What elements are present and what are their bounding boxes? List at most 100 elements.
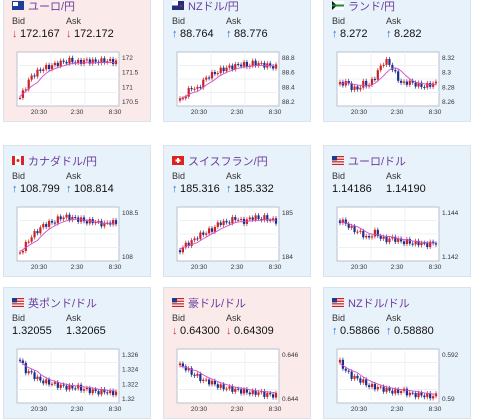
- rate-card[interactable]: カナダドル/円 Bid Ask ↑ 108.799 ↑ 108.814 108.5 108 20:…: [3, 145, 151, 277]
- rate-card[interactable]: NZドル/円 Bid Ask ↑ 88.764 ↑ 88.776 88.8 88.6 88.4 88…: [163, 0, 311, 122]
- candle-body: [62, 217, 65, 220]
- candle-body: [193, 238, 196, 241]
- x-tick-label: 20:30: [191, 109, 208, 116]
- candle-body: [27, 241, 30, 243]
- candle-body: [350, 226, 353, 228]
- candle-body: [362, 379, 365, 383]
- candle-body: [184, 366, 187, 371]
- candle-body: [91, 59, 94, 64]
- y-tick-label: 88.2: [282, 99, 295, 106]
- candle-body: [39, 69, 42, 71]
- candle-body: [234, 64, 237, 70]
- candle-body: [254, 215, 257, 220]
- candle-body: [178, 250, 182, 253]
- moving-average-line: [339, 67, 437, 87]
- candle-body: [245, 389, 249, 393]
- ask-arrow: ↑: [226, 183, 232, 195]
- rate-card[interactable]: スイスフラン/円 Bid Ask ↑ 185.316 ↑ 185.332 185 184 20:3…: [163, 145, 311, 277]
- candle-body: [260, 62, 263, 64]
- candle-body: [68, 385, 71, 390]
- y-tick-label: 8.32: [442, 55, 455, 62]
- rate-card[interactable]: 豪ドル/ドル Bid Ask ↓ 0.64300 ↓ 0.64309 0.646 0.644 20…: [163, 287, 311, 419]
- rate-card[interactable]: ユーロ/円 Bid Ask ↓ 172.167 ↓ 172.172 172 171.5 171 17…: [3, 0, 151, 122]
- currency-pair-link[interactable]: ユーロ/円: [28, 1, 76, 13]
- candle-body: [77, 384, 80, 389]
- mini-price-chart: 108.5 108 20:30 2:30 8:30: [16, 206, 139, 271]
- currency-pair-link[interactable]: ユーロ/ドル: [348, 156, 407, 168]
- candle-body: [213, 226, 217, 232]
- candle-body: [77, 59, 80, 63]
- candle-body: [271, 218, 275, 221]
- bid-label: Bid: [172, 16, 186, 26]
- candle-body: [426, 83, 429, 88]
- flag-ca-icon: [12, 156, 24, 165]
- candle-body: [100, 58, 103, 64]
- candle-body: [257, 215, 260, 220]
- rate-card[interactable]: ユーロ/ドル Bid Ask 1.14186 1.14190 1.144 1.142 20:3…: [323, 145, 471, 277]
- candle-body: [423, 242, 426, 244]
- candle-body: [178, 98, 182, 101]
- candle-body: [36, 69, 39, 77]
- candle-body: [237, 388, 240, 390]
- candle-body: [109, 58, 112, 62]
- currency-pair-link[interactable]: スイスフラン/円: [188, 156, 268, 168]
- x-tick-label: 8:30: [269, 264, 282, 271]
- flag-nz-icon: [172, 1, 184, 10]
- currency-pair-link[interactable]: カナダドル/円: [28, 156, 98, 168]
- currency-pair-link[interactable]: 豪ドル/ドル: [188, 298, 247, 310]
- rate-card[interactable]: NZドル/ドル Bid Ask ↑ 0.58866 ↑ 0.58880 0.592 0.59 20…: [323, 287, 471, 419]
- candle-body: [50, 220, 54, 223]
- candle-body: [94, 221, 97, 224]
- y-tick-label: 1.32: [122, 396, 135, 403]
- candle-body: [353, 226, 356, 233]
- candle-body: [33, 372, 36, 380]
- candle-body: [33, 75, 36, 77]
- candle-body: [210, 228, 214, 232]
- candle-body: [388, 387, 391, 391]
- ask-value: 108.814: [74, 183, 114, 195]
- bid-value: 88.764: [180, 28, 214, 40]
- candle-body: [196, 238, 199, 240]
- candle-body: [71, 216, 74, 221]
- x-tick-label: 2:30: [71, 264, 84, 271]
- candle-body: [251, 390, 254, 395]
- candle-body: [216, 384, 219, 388]
- candle-body: [353, 375, 356, 379]
- y-tick-label: 1.144: [442, 210, 459, 217]
- candle-body: [39, 376, 42, 381]
- candle-body: [242, 61, 246, 67]
- candle-body: [193, 374, 196, 376]
- candle-body: [394, 69, 397, 72]
- rate-card[interactable]: 英ポンド/ドル Bid Ask 1.32055 1.32065 1.326 1.324 1.3…: [3, 287, 151, 419]
- currency-pair-link[interactable]: ランド/円: [348, 1, 396, 13]
- candle-body: [237, 64, 240, 66]
- candle-body: [242, 389, 246, 394]
- candle-body: [82, 389, 86, 391]
- candle-body: [222, 220, 225, 226]
- y-tick-label: 185: [282, 210, 293, 217]
- candle-body: [417, 240, 420, 246]
- candle-body: [347, 370, 350, 372]
- bid-label: Bid: [12, 16, 26, 26]
- candle-body: [274, 218, 278, 224]
- moving-average-line: [339, 363, 437, 395]
- ask-label: Ask: [386, 313, 402, 323]
- rate-card[interactable]: ランド/円 Bid Ask ↑ 8.272 ↑ 8.282 8.32 8.3 8.28 8.26 20…: [323, 0, 471, 122]
- candle-body: [397, 238, 400, 242]
- currency-pair-link[interactable]: NZドル/ドル: [348, 298, 410, 310]
- y-tick-label: 108: [122, 254, 133, 261]
- candle-body: [426, 393, 429, 398]
- candle-body: [347, 81, 350, 84]
- candle-body: [196, 373, 199, 376]
- candle-body: [190, 88, 193, 90]
- x-tick-label: 8:30: [269, 109, 282, 116]
- candle-body: [210, 72, 214, 79]
- candle-body: [216, 73, 219, 75]
- candle-body: [56, 216, 59, 224]
- candle-body: [71, 385, 74, 389]
- candle-body: [207, 77, 211, 79]
- candle-body: [254, 390, 257, 395]
- currency-pair-link[interactable]: NZドル/円: [188, 1, 239, 13]
- currency-pair-link[interactable]: 英ポンド/ドル: [28, 298, 98, 310]
